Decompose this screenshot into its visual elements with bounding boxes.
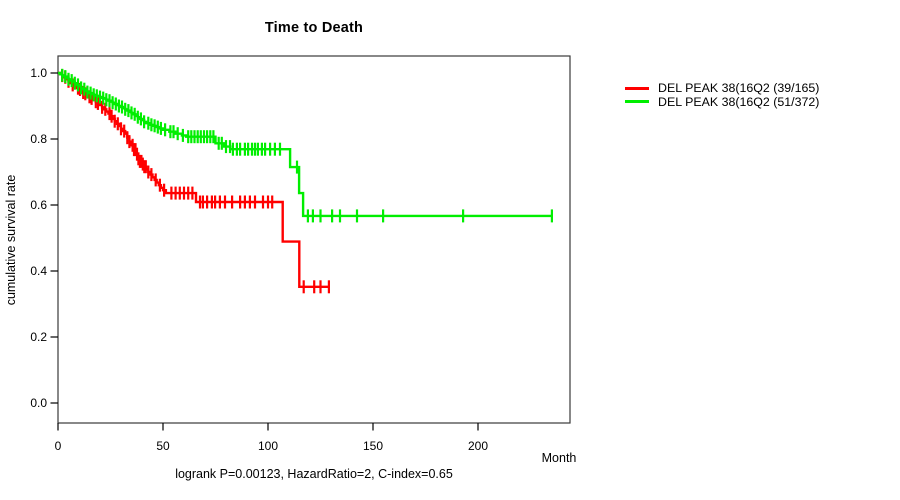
y-tick-0.0: 0.0 [30,396,47,410]
legend-entry-red: DEL PEAK 38(16Q2 (39/165) [625,81,820,96]
legend-line-green-icon [625,100,649,104]
legend-label-green: DEL PEAK 38(16Q2 (51/372) [658,94,820,109]
plot-box [57,55,571,424]
x-tick-100: 100 [257,439,279,453]
x-tick-200: 200 [467,439,489,453]
y-tick-0.4: 0.4 [30,264,47,278]
x-tick-50: 50 [156,439,170,453]
y-tick-0.2: 0.2 [30,330,47,344]
y-axis-label: cumulative survival rate [4,174,18,306]
legend-entry-green: DEL PEAK 38(16Q2 (51/372) [625,94,820,109]
statistics-footnote: logrank P=0.00123, HazardRatio=2, C-inde… [175,467,453,481]
legend: DEL PEAK 38(16Q2 (39/165) DEL PEAK 38(16… [625,81,820,109]
x-tick-0: 0 [54,439,62,453]
y-tick-0.8: 0.8 [30,132,47,146]
legend-label-red: DEL PEAK 38(16Q2 (39/165) [658,81,820,96]
legend-line-red-icon [625,86,649,90]
y-tick-1.0: 1.0 [30,66,47,80]
chart-title: Time to Death [264,20,364,36]
x-tick-150: 150 [362,439,384,453]
x-axis-label: Month [541,451,577,465]
y-tick-0.6: 0.6 [30,198,47,212]
